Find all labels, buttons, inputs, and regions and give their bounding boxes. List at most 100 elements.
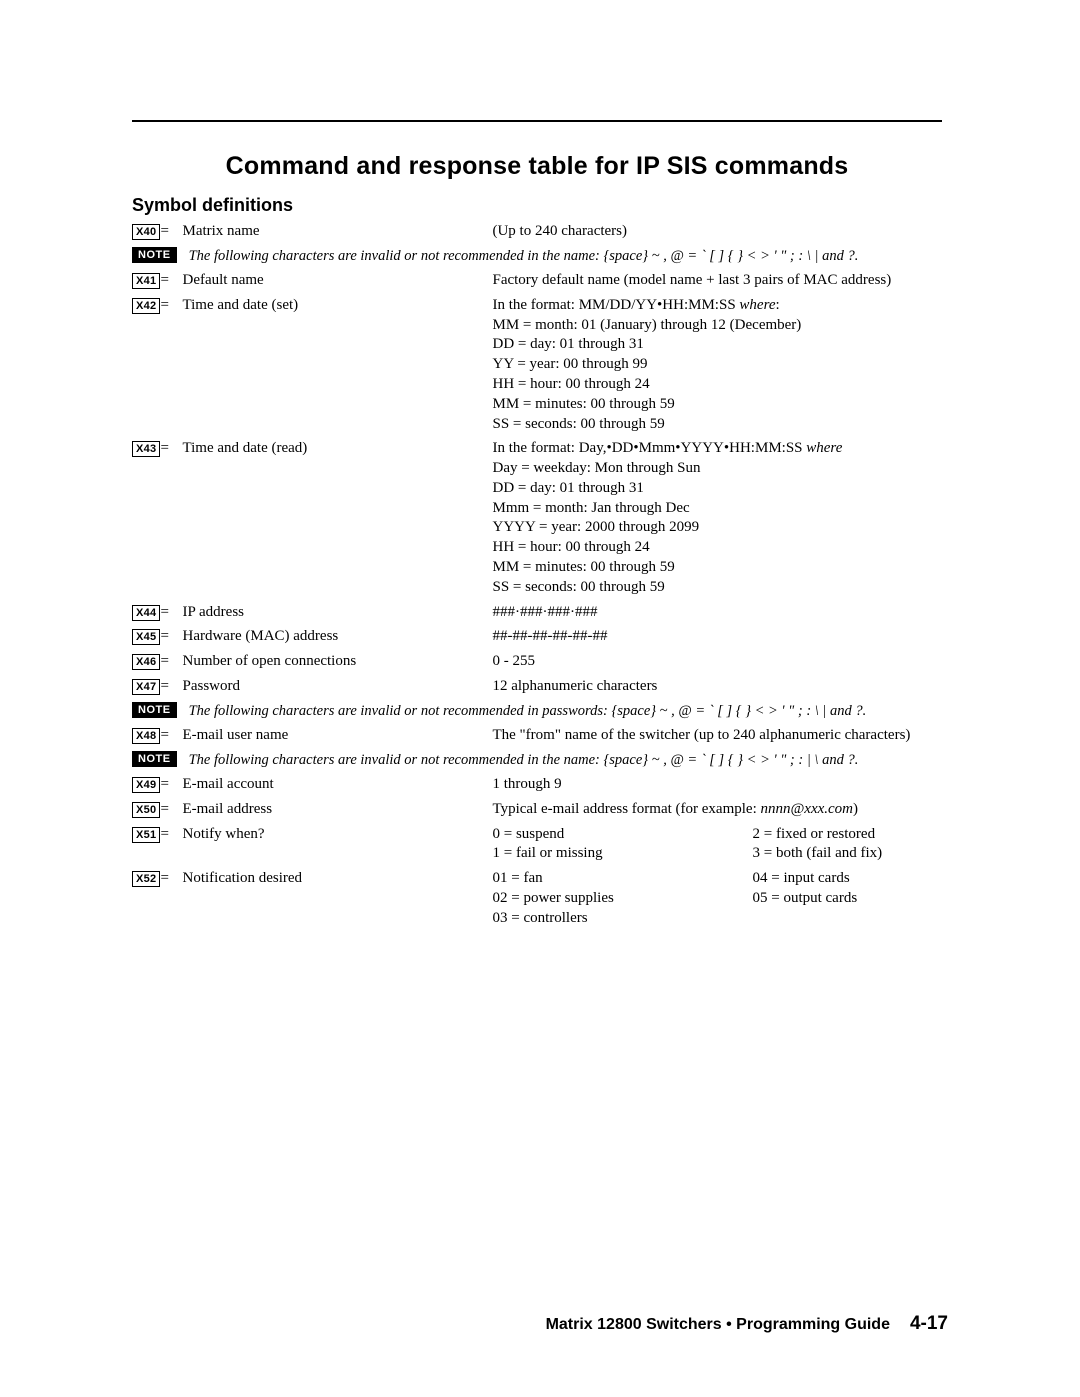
footer-page-number: 4-17 [910,1313,948,1334]
equals-sign: = [160,677,182,697]
definition-row: X41 = Default name Factory default name … [132,271,942,291]
equals-sign: = [160,603,182,623]
definition-row: X45 = Hardware (MAC) address ##-##-##-##… [132,627,942,647]
symbol-desc: ###·###·###·### [492,603,942,623]
symbol-desc: (Up to 240 characters) [492,222,942,242]
desc-line: SS = seconds: 00 through 59 [492,579,664,595]
desc-line: YYYY = year: 2000 through 2099 [492,519,699,535]
symbol-desc: Typical e-mail address format (for examp… [492,800,942,820]
equals-sign: = [160,800,182,820]
symbol-label: Notification desired [182,869,492,889]
page-heading: Command and response table for IP SIS co… [132,152,942,181]
symbol-code: X40 [132,224,160,240]
footer-title: Matrix 12800 Switchers • Programming Gui… [546,1316,890,1333]
definition-row: X42 = Time and date (set) In the format:… [132,296,942,435]
symbol-code: X41 [132,273,160,289]
symbol-desc: 12 alphanumeric characters [492,677,942,697]
desc-line: DD = day: 01 through 31 [492,480,643,496]
desc-text: In the format: Day,•DD•Mmm•YYYY•HH:MM:SS [492,440,806,456]
desc-line: MM = minutes: 00 through 59 [492,396,674,412]
symbol-label: Password [182,677,492,697]
equals-sign: = [160,775,182,795]
definition-row: X44 = IP address ###·###·###·### [132,603,942,623]
symbol-label: Number of open connections [182,652,492,672]
desc-line: 0 = suspend [492,826,564,842]
symbol-code: X44 [132,605,160,621]
note-text: The following characters are invalid or … [189,702,942,721]
symbol-label: IP address [182,603,492,623]
top-rule [132,120,942,122]
symbol-label: Time and date (set) [182,296,492,316]
content-area: Command and response table for IP SIS co… [132,152,942,933]
desc-text: In the format: MM/DD/YY•HH:MM:SS [492,297,739,313]
note-tag: NOTE [132,247,177,263]
symbol-code: X50 [132,802,160,818]
desc-italic: where [806,440,842,456]
note-tag: NOTE [132,751,177,767]
symbol-code: X49 [132,777,160,793]
desc-italic: where [739,297,775,313]
desc-text: Typical e-mail address format (for examp… [492,801,760,817]
definition-row: X47 = Password 12 alphanumeric character… [132,677,942,697]
definition-row: X52 = Notification desired 01 = fan 02 =… [132,869,942,928]
definition-row: X46 = Number of open connections 0 - 255 [132,652,942,672]
symbol-desc: Factory default name (model name + last … [492,271,942,291]
desc-line: 1 = fail or missing [492,845,602,861]
symbol-label: E-mail address [182,800,492,820]
equals-sign: = [160,652,182,672]
definition-row: X49 = E-mail account 1 through 9 [132,775,942,795]
symbol-desc: ##-##-##-##-##-## [492,627,942,647]
equals-sign: = [160,627,182,647]
symbol-code: X52 [132,871,160,887]
symbol-label: E-mail user name [182,726,492,746]
equals-sign: = [160,825,182,845]
note-row: NOTE The following characters are invali… [132,751,942,770]
symbol-code: X43 [132,441,160,457]
desc-line: 04 = input cards [752,870,849,886]
desc-line: MM = month: 01 (January) through 12 (Dec… [492,317,801,333]
symbol-desc: 0 - 255 [492,652,942,672]
equals-sign: = [160,869,182,889]
desc-text: : [776,297,780,313]
desc-italic: nnnn@xxx.com [761,801,854,817]
desc-line: 02 = power supplies [492,890,613,906]
symbol-desc: The "from" name of the switcher (up to 2… [492,726,942,746]
desc-line: DD = day: 01 through 31 [492,336,643,352]
equals-sign: = [160,222,182,242]
symbol-code: X51 [132,827,160,843]
desc-line: 2 = fixed or restored [752,826,875,842]
symbol-code: X48 [132,728,160,744]
note-text: The following characters are invalid or … [189,751,942,770]
equals-sign: = [160,296,182,316]
section-heading: Symbol definitions [132,195,942,216]
note-row: NOTE The following characters are invali… [132,702,942,721]
definition-row: X48 = E-mail user name The "from" name o… [132,726,942,746]
symbol-desc: In the format: MM/DD/YY•HH:MM:SS where: … [492,296,942,435]
desc-line: YY = year: 00 through 99 [492,356,647,372]
desc-line: Day = weekday: Mon through Sun [492,460,700,476]
desc-line: 01 = fan [492,870,542,886]
definition-row: X51 = Notify when? 0 = suspend 1 = fail … [132,825,942,865]
desc-line: 3 = both (fail and fix) [752,845,882,861]
symbol-code: X42 [132,298,160,314]
symbol-label: Default name [182,271,492,291]
desc-line: HH = hour: 00 through 24 [492,539,649,555]
symbol-desc: 0 = suspend 1 = fail or missing 2 = fixe… [492,825,942,865]
symbol-code: X45 [132,629,160,645]
symbol-code: X46 [132,654,160,670]
desc-line: 05 = output cards [752,890,857,906]
symbol-desc: 01 = fan 02 = power supplies 03 = contro… [492,869,942,928]
desc-line: SS = seconds: 00 through 59 [492,416,664,432]
equals-sign: = [160,439,182,459]
symbol-desc: 1 through 9 [492,775,942,795]
symbol-label: Time and date (read) [182,439,492,459]
desc-line: Mmm = month: Jan through Dec [492,500,689,516]
symbol-code: X47 [132,679,160,695]
page-footer: Matrix 12800 Switchers • Programming Gui… [546,1313,948,1335]
note-text: The following characters are invalid or … [189,247,942,266]
equals-sign: = [160,271,182,291]
symbol-label: Matrix name [182,222,492,242]
definition-row: X43 = Time and date (read) In the format… [132,439,942,597]
definition-row: X50 = E-mail address Typical e-mail addr… [132,800,942,820]
desc-line: HH = hour: 00 through 24 [492,376,649,392]
